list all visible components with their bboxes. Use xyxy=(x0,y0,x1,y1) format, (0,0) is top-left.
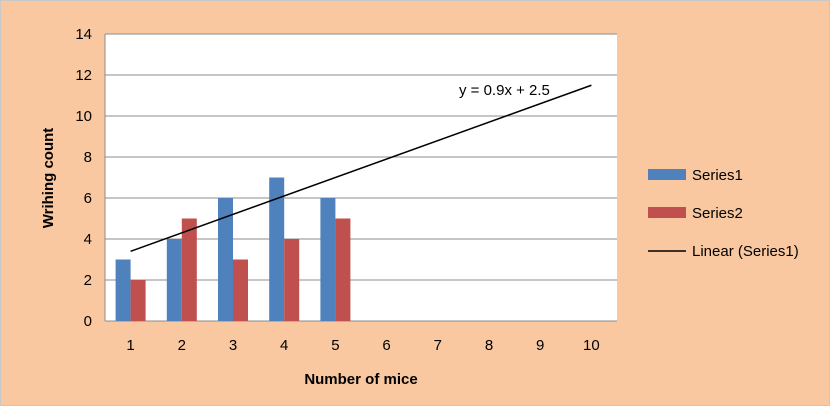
bar-series1 xyxy=(320,198,336,321)
bar-series1 xyxy=(269,177,285,321)
x-axis-title: Number of mice xyxy=(304,371,417,388)
trendline-group xyxy=(130,84,592,253)
legend-swatch-series1 xyxy=(648,169,686,180)
trendline-equation: y = 0.9x + 2.5 xyxy=(459,82,550,99)
legend: Series1 Series2 Linear (Series1) xyxy=(648,167,799,260)
x-tick-label: 7 xyxy=(434,337,442,354)
y-tick-label: 4 xyxy=(84,231,92,248)
y-tick-label: 0 xyxy=(84,313,92,330)
x-tick-label: 5 xyxy=(331,337,339,354)
legend-label-series2: Series2 xyxy=(692,205,743,222)
y-tick-labels: 0 2 4 6 8 10 12 14 xyxy=(75,26,92,330)
x-tick-label: 6 xyxy=(382,337,390,354)
x-tick-label: 8 xyxy=(485,337,493,354)
legend-label-series1: Series1 xyxy=(692,167,743,184)
x-tick-labels: 1 2 3 4 5 6 7 8 9 10 xyxy=(126,337,599,354)
legend-label-trendline: Linear (Series1) xyxy=(692,243,799,260)
legend-swatch-series2 xyxy=(648,207,686,218)
bar-series1 xyxy=(166,239,182,321)
trendline xyxy=(130,84,592,253)
bar-series1 xyxy=(218,198,233,321)
y-axis-title: Wrihing count xyxy=(40,128,57,229)
y-tick-label: 12 xyxy=(75,67,92,84)
y-tick-label: 2 xyxy=(84,272,92,289)
x-tick-label: 1 xyxy=(126,337,134,354)
bar-series2 xyxy=(284,239,300,321)
bar-series2 xyxy=(335,218,351,321)
y-tick-label: 6 xyxy=(84,190,92,207)
x-tick-label: 10 xyxy=(583,337,600,354)
y-tick-label: 8 xyxy=(84,149,92,166)
x-tick-label: 4 xyxy=(280,337,288,354)
x-tick-label: 2 xyxy=(178,337,186,354)
bars-group xyxy=(115,177,351,321)
bar-series1 xyxy=(115,259,131,321)
x-tick-label: 9 xyxy=(536,337,544,354)
bar-series2 xyxy=(233,259,248,321)
bar-series2 xyxy=(130,280,146,321)
y-tick-label: 10 xyxy=(75,108,92,125)
x-tick-label: 3 xyxy=(229,337,237,354)
y-tick-label: 14 xyxy=(75,26,92,43)
bar-series2 xyxy=(181,218,197,321)
